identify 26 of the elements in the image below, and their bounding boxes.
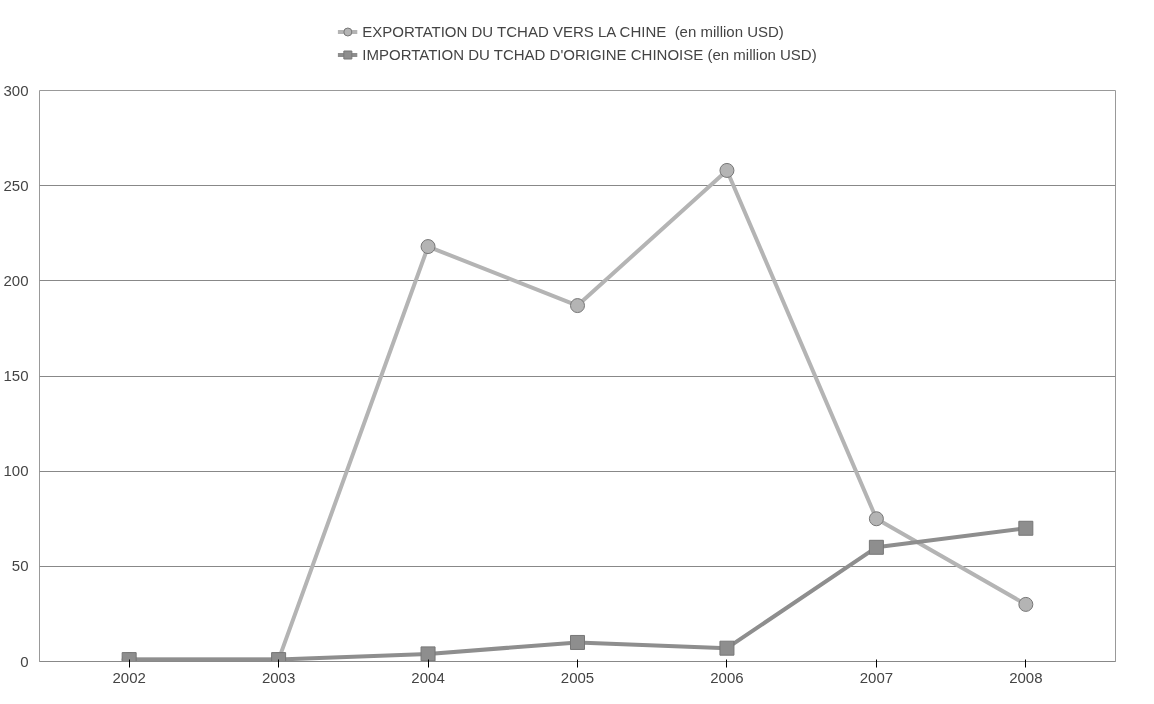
point [570,298,585,314]
point [420,646,436,662]
point [719,162,735,178]
y-tick-label: 100 [3,462,29,480]
x-tick-label: 2006 [710,668,744,686]
legend-label: IMPORTATION DU TCHAD D'ORIGINE CHINOISE (en million USD) [362,45,817,63]
x-tick-label: 2005 [560,668,595,686]
x-tick-label: 2004 [411,668,445,686]
x-tick-label: 2003 [261,668,296,686]
y-tick-label: 200 [3,271,29,289]
x-tick-label: 2007 [859,668,894,686]
y-tick-label: 50 [11,557,29,575]
x-tick-label: 2002 [112,668,146,686]
point [868,539,884,555]
y-tick-label: 0 [20,652,29,670]
point [1018,520,1034,536]
y-tick-label: 250 [3,176,29,194]
point [570,634,585,650]
y-tick-label: 300 [3,81,29,99]
y-tick-label: 150 [3,367,29,384]
point [420,239,436,255]
point [719,640,735,656]
point [1018,596,1034,612]
point [868,511,884,527]
legend-label: EXPORTATION DU TCHAD VERS LA CHINE (en million USD) [362,22,784,40]
x-tick-label: 2008 [1009,668,1043,686]
